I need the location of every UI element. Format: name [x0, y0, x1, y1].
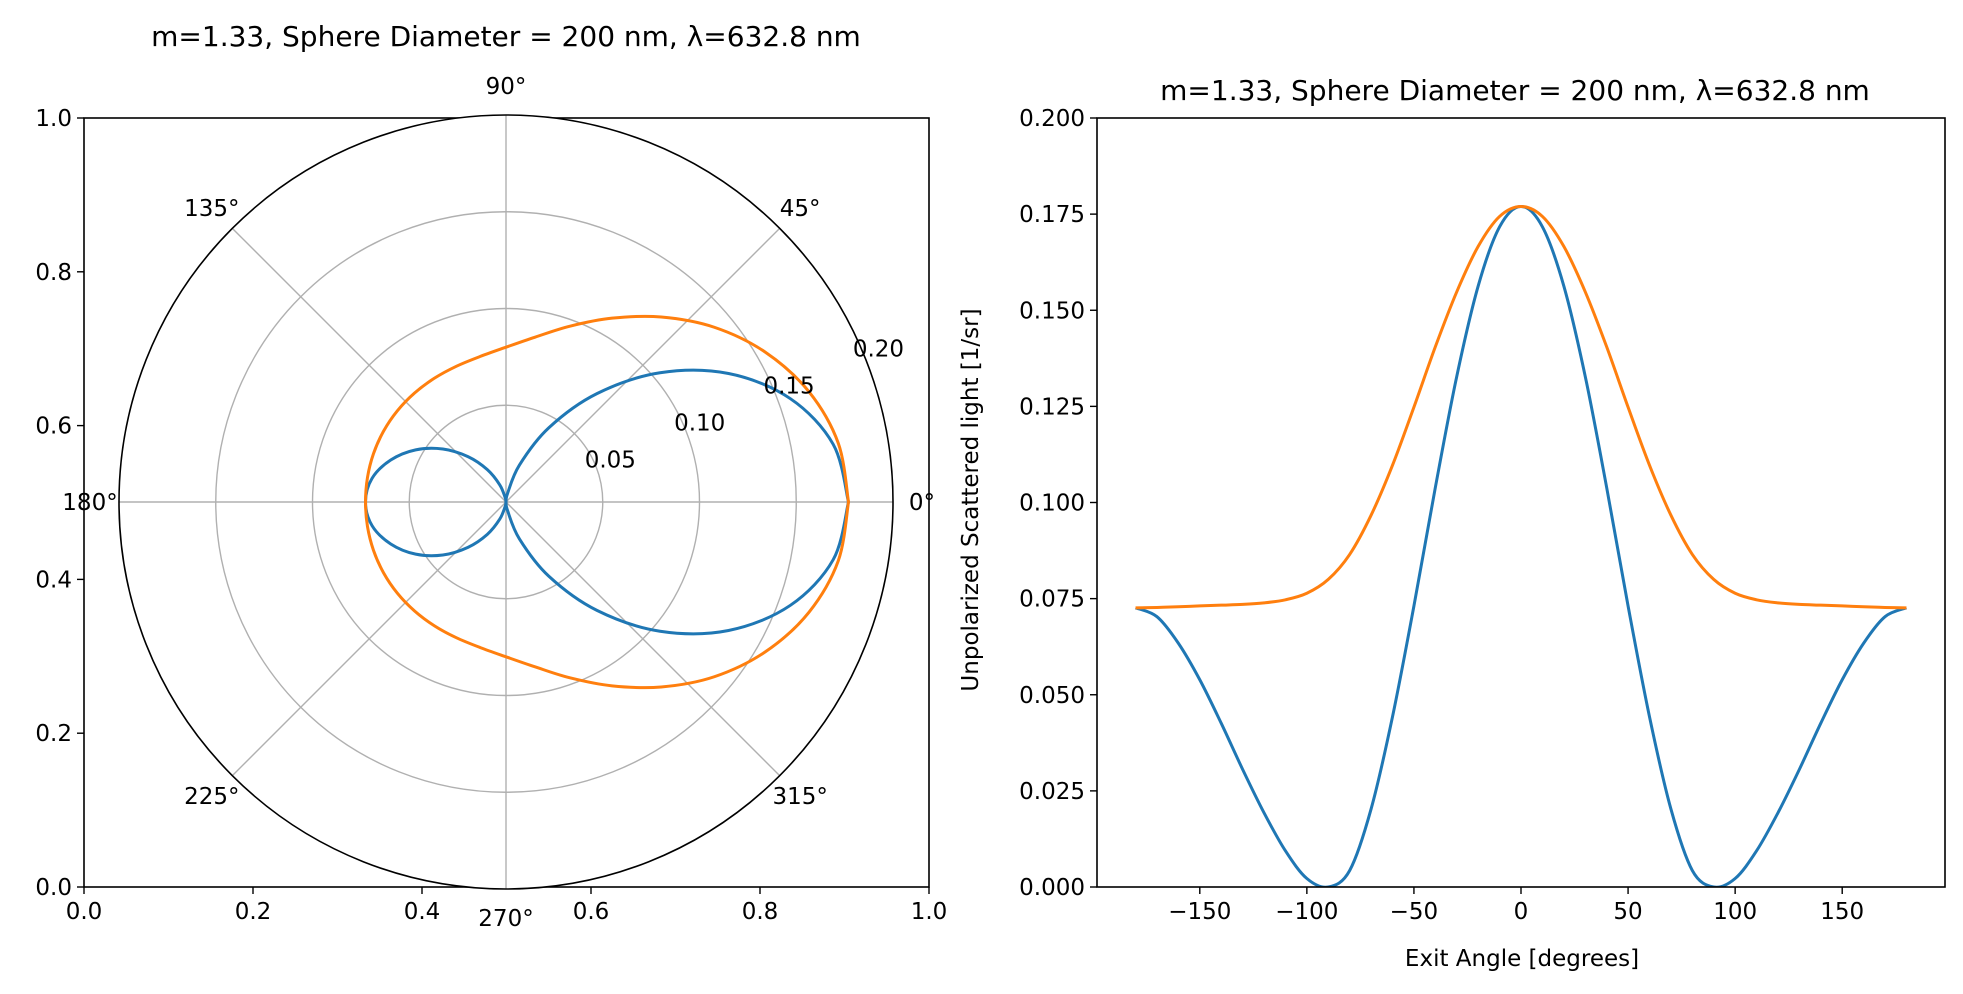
- frame-y-tick-label: 0.6: [35, 414, 72, 440]
- x-tick-label: 50: [1613, 899, 1642, 925]
- polar-outer-spine: [118, 114, 894, 890]
- angle-tick-label: 135°: [184, 196, 239, 222]
- angular-gridline: [505, 227, 781, 503]
- frame-x-tick-label: 1.0: [911, 899, 948, 925]
- angle-tick-label: 225°: [184, 784, 239, 810]
- frame-x-tick-label: 0.8: [742, 899, 779, 925]
- polar-frame-axes: 0.0 0.2 0.4 0.6 0.8 1.0 0.0 0.2 0.4 0.6 0.8 1.0: [35, 106, 947, 925]
- x-tick-label: 150: [1820, 899, 1864, 925]
- frame-y-tick-label: 1.0: [35, 106, 72, 132]
- line-series: [1135, 204, 1907, 610]
- angle-tick-label: 315°: [772, 784, 827, 810]
- x-tick-label: 100: [1713, 899, 1757, 925]
- angle-tick-label: 45°: [780, 196, 821, 222]
- y-tick-label: 0.075: [1019, 587, 1085, 613]
- polar-tick-labels: 0.05 0.10 0.15 0.20 0° 45° 90° 135° 180° 225° 270°…: [62, 74, 935, 932]
- angular-gridline: [505, 501, 781, 777]
- radial-tick-label: 0.10: [674, 411, 725, 437]
- x-tick-label: −150: [1168, 899, 1231, 925]
- y-axis-label: Unpolarized Scattered light [1/sr]: [958, 308, 984, 691]
- frame-y-tick-label: 0.0: [35, 875, 72, 901]
- y-tick-label: 0.175: [1019, 202, 1085, 228]
- angular-gridline: [231, 227, 507, 503]
- frame-x-tick-label: 0.0: [66, 899, 103, 925]
- y-tick-label: 0.150: [1019, 298, 1085, 324]
- frame-x-tick-label: 0.6: [573, 899, 610, 925]
- y-tick-label: 0.125: [1019, 394, 1085, 420]
- radial-tick-label: 0.15: [763, 374, 814, 400]
- line-chart-axes: −150 −100 −50 0 50 100 150 0.000 0.025 0.050 0.075…: [1019, 106, 1946, 925]
- angle-tick-label: 180°: [62, 490, 117, 516]
- frame-x-tick-label: 0.2: [235, 899, 272, 925]
- x-tick-label: 0: [1514, 899, 1529, 925]
- frame-y-tick-label: 0.8: [35, 260, 72, 286]
- polar-series-line: [364, 314, 850, 690]
- angle-tick-label: 0°: [909, 490, 935, 516]
- x-axis-label: Exit Angle [degrees]: [1405, 946, 1639, 972]
- y-tick-label: 0.025: [1019, 779, 1085, 805]
- line-plot-area: [1134, 204, 1908, 887]
- polar-chart: m=1.33, Sphere Diameter = 200 nm, λ=632.…: [35, 20, 947, 932]
- y-tick-label: 0.200: [1019, 106, 1085, 132]
- radial-tick-label: 0.20: [853, 337, 904, 363]
- frame-y-tick-label: 0.4: [35, 567, 72, 593]
- y-tick-label: 0.000: [1019, 875, 1085, 901]
- line-chart: m=1.33, Sphere Diameter = 200 nm, λ=632.…: [958, 74, 1946, 972]
- angle-tick-label: 90°: [486, 74, 527, 100]
- polar-series-lines: [364, 314, 850, 690]
- radial-tick-label: 0.05: [585, 448, 636, 474]
- polar-chart-title: m=1.33, Sphere Diameter = 200 nm, λ=632.…: [151, 20, 861, 53]
- angle-tick-label: 270°: [478, 906, 533, 932]
- angular-gridline: [231, 501, 507, 777]
- x-tick-label: −100: [1275, 899, 1338, 925]
- x-tick-label: −50: [1390, 899, 1439, 925]
- frame-x-tick-label: 0.4: [404, 899, 441, 925]
- line-series-group: [1134, 204, 1908, 887]
- frame-y-tick-label: 0.2: [35, 721, 72, 747]
- line-chart-title: m=1.33, Sphere Diameter = 200 nm, λ=632.…: [1160, 74, 1870, 107]
- y-tick-label: 0.100: [1019, 491, 1085, 517]
- y-tick-label: 0.050: [1019, 683, 1085, 709]
